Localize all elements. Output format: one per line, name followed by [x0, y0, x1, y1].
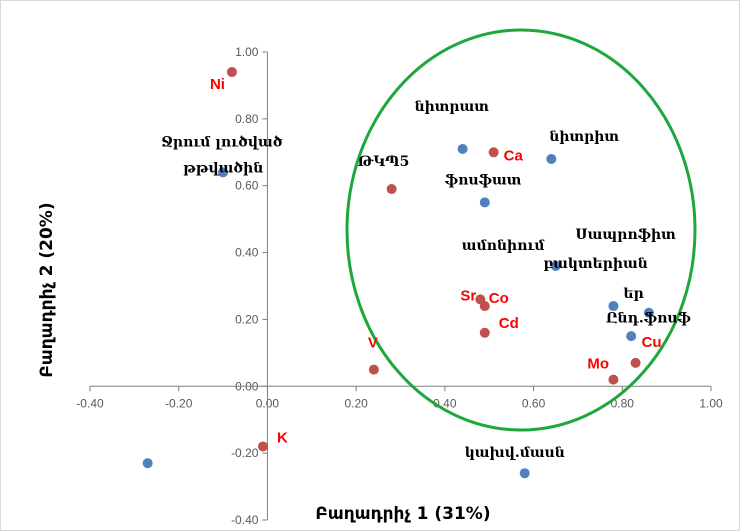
y-tick-label: 1.00 [235, 45, 259, 59]
point-label: Ca [504, 147, 524, 164]
point-label: Սապրոֆիտ [575, 227, 676, 243]
data-point [550, 260, 561, 271]
y-tick-label: 0.80 [235, 112, 259, 126]
x-tick-label: -0.40 [76, 396, 104, 410]
data-point [519, 468, 530, 479]
data-point [457, 143, 468, 154]
data-point [257, 441, 268, 452]
data-point [218, 167, 229, 178]
point-label: Cu [642, 334, 662, 351]
data-point [608, 374, 619, 385]
point-label: Sr [460, 287, 476, 304]
data-point [368, 364, 379, 375]
y-axis-title: Բաղադրիչ 2 (20%) [37, 202, 57, 377]
x-axis-ticks: -0.40 -0.20 0.00 0.20 0.40 0.60 0.80 1.00 [76, 386, 723, 410]
point-label: եր [623, 286, 643, 302]
data-point [386, 184, 397, 195]
point-label: նիտրատ [415, 99, 490, 115]
point-label: Ջրում լուծված [161, 133, 283, 150]
x-tick-label: 1.00 [699, 396, 723, 410]
data-point [479, 327, 490, 338]
point-label: ամոնիում [462, 238, 546, 254]
point-label: Ընդ.ֆոսֆ [606, 311, 691, 327]
y-tick-label: 0.40 [235, 246, 259, 260]
point-label: Co [489, 290, 509, 307]
point-label: թթվածին [183, 159, 263, 176]
x-tick-label: 0.60 [522, 396, 546, 410]
data-point [643, 307, 654, 318]
point-label: V [368, 335, 378, 352]
point-label: Cd [499, 315, 519, 332]
point-label: կախվ.մասն [465, 445, 565, 461]
data-point [488, 147, 499, 158]
y-tick-label: -0.20 [231, 446, 259, 460]
data-point [630, 357, 641, 368]
y-axis-ticks: -0.40-0.200.000.200.400.600.801.00 [231, 45, 268, 527]
x-tick-label: -0.20 [165, 396, 193, 410]
data-point [226, 67, 237, 78]
x-axis-title: Բաղադրիչ 1 (31%) [315, 504, 490, 524]
data-point [479, 301, 490, 312]
data-point [479, 197, 490, 208]
point-label: ԹԿՊ5 [358, 154, 410, 170]
point-label: Ni [210, 76, 225, 93]
data-point [626, 331, 637, 342]
data-point [546, 153, 557, 164]
y-tick-label: 0.60 [235, 179, 259, 193]
y-tick-label: 0.20 [235, 312, 259, 326]
point-label: ֆոսֆատ [445, 172, 522, 188]
data-point [142, 458, 153, 469]
data-point [608, 301, 619, 312]
x-tick-label: 0.80 [611, 396, 635, 410]
point-label: նիտրիտ [549, 129, 619, 145]
cluster-ellipse [345, 28, 697, 432]
point-label: բակտերիան [543, 256, 647, 272]
x-tick-label: 0.20 [344, 396, 368, 410]
point-label: K [277, 429, 288, 446]
data-points [142, 67, 654, 479]
y-tick-label: -0.40 [231, 513, 259, 527]
point-label: Mo [587, 356, 609, 373]
